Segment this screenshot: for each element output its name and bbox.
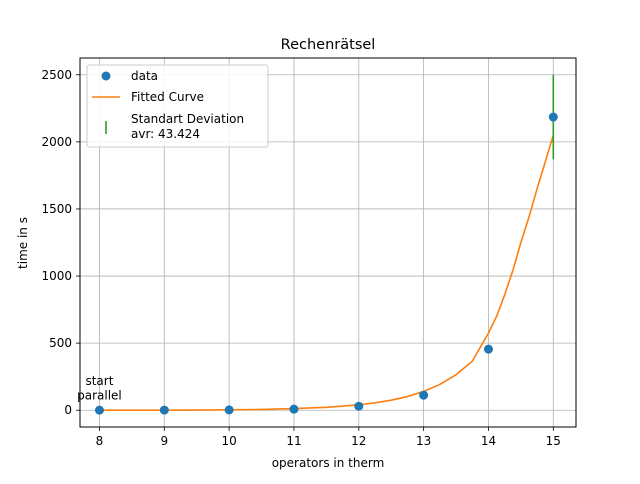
y-axis-label: time in s <box>16 217 30 269</box>
x-tick-label: 11 <box>286 434 301 448</box>
y-tick-label: 500 <box>49 336 72 350</box>
data-point <box>548 112 558 122</box>
legend-errorbar-label-line: Standart Deviation <box>131 112 244 126</box>
annotation-start-parallel: start parallel <box>77 374 122 403</box>
data-point <box>483 344 493 354</box>
annotation-line: start <box>85 374 113 388</box>
legend: data Fitted Curve Standart Deviation avr: 4… <box>86 64 269 148</box>
y-tick-label: 2500 <box>41 68 72 82</box>
x-tick-label: 8 <box>96 434 104 448</box>
y-tick-label: 2000 <box>41 135 72 149</box>
data-point <box>354 401 364 411</box>
legend-errorbar-label-line: avr: 43.424 <box>131 127 200 141</box>
legend-data-label: data <box>131 69 158 83</box>
plot-frame <box>79 57 577 428</box>
annotations: start parallel <box>77 374 122 403</box>
legend-box <box>86 64 269 148</box>
x-tick-label: 14 <box>481 434 496 448</box>
data-point <box>419 390 429 400</box>
plot-series <box>94 74 558 415</box>
chart-title: Rechenrätsel <box>281 37 376 53</box>
y-tick-label: 1500 <box>41 202 72 216</box>
x-tick-label: 15 <box>546 434 561 448</box>
x-tick-label: 13 <box>416 434 431 448</box>
data-point <box>159 405 169 415</box>
legend-errorbar-label: Standart Deviation avr: 43.424 <box>131 112 244 141</box>
x-axis-label: operators in therm <box>272 456 385 470</box>
axis-ticks: 8 9 10 11 12 13 14 15 0 500 1000 1500 2000 2500 <box>41 68 560 448</box>
x-tick-label: 12 <box>351 434 366 448</box>
data-point <box>94 405 104 415</box>
legend-fit-label: Fitted Curve <box>131 90 204 104</box>
y-tick-label: 1000 <box>41 269 72 283</box>
x-tick-label: 9 <box>160 434 168 448</box>
y-tick-label: 0 <box>64 403 72 417</box>
data-point <box>289 404 299 414</box>
x-tick-label: 10 <box>221 434 236 448</box>
legend-data-marker <box>101 71 111 81</box>
annotation-line: parallel <box>77 388 122 402</box>
data-point <box>224 405 234 415</box>
